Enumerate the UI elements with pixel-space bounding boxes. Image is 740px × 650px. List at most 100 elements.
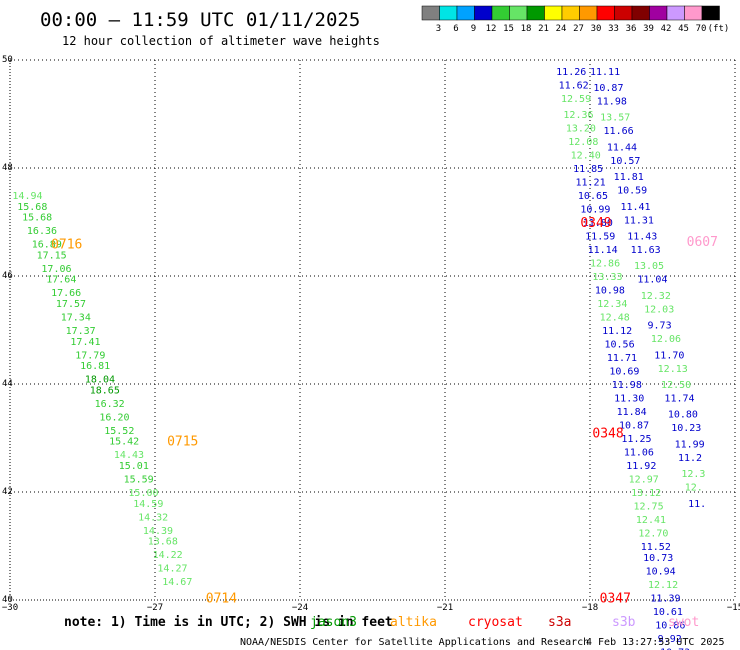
swh-value-label: 11.31 (624, 215, 654, 226)
footer-note: note: 1) Time is in UTC; 2) SWH is in fe… (64, 615, 393, 630)
swh-value-label: 12.86 (590, 259, 620, 270)
swh-value-label: 11.04 (637, 275, 667, 286)
swh-value-label: 12.50 (661, 380, 691, 391)
swh-value-label: 12.08 (568, 137, 598, 148)
swh-value-label: 17.66 (51, 288, 81, 299)
swh-value-label: 12.59 (561, 94, 591, 105)
swh-value-label: 11.52 (641, 542, 671, 553)
swh-value-label: 11.71 (607, 353, 637, 364)
swh-value-label: 11.12 (602, 326, 632, 337)
x-tick-label: −24 (292, 603, 308, 613)
colorbar-swatch (544, 5, 563, 21)
swh-value-label: 11.11 (590, 67, 620, 78)
pass-time-label: 0347 (600, 591, 631, 606)
colorbar: 3 6 9 12 15 18 21 24 27 30 33 36 39 42 45 70 (ft) (421, 5, 730, 34)
swh-value-label: 10.23 (671, 423, 701, 434)
swh-value-label: 11.26 (556, 67, 586, 78)
swh-value-label: 10.65 (578, 191, 608, 202)
swh-value-label: 10.86 (655, 620, 685, 631)
swh-value-label: 11.74 (664, 394, 694, 405)
colorbar-label: 9 (471, 24, 476, 34)
swh-value-label: 11.63 (631, 245, 661, 256)
swh-value-label: 17.37 (66, 326, 96, 337)
swh-value-label: 12.13 (658, 364, 688, 375)
swh-value-label: 15.59 (124, 475, 154, 486)
swh-value-label: 12.41 (636, 515, 666, 526)
data-marks: 14.9415.6815.6816.3616.8917.1517.0617.64… (12, 67, 718, 650)
colorbar-label: 3 (436, 24, 441, 34)
swh-value-label: 11.43 (627, 232, 657, 243)
swh-value-label: 17.41 (70, 337, 100, 348)
swh-value-label: 12. (685, 483, 703, 494)
colorbar-label: 18 (521, 24, 532, 34)
x-tick-label: −15 (727, 603, 740, 613)
swh-value-label: 10.99 (580, 205, 610, 216)
colorbar-swatch (596, 5, 615, 21)
colorbar-swatch (526, 5, 545, 21)
swh-value-label: 10.56 (605, 340, 635, 351)
colorbar-swatch (631, 5, 650, 21)
y-tick-label: 48 (2, 163, 13, 173)
swh-value-label: 11.99 (675, 439, 705, 450)
swh-value-label: 11.44 (607, 142, 637, 153)
colorbar-label: (ft) (708, 24, 730, 34)
chart-title: 00:00 — 11:59 UTC 01/11/2025 (40, 9, 360, 31)
x-tick-label: −18 (582, 603, 598, 613)
pass-time-label: 0349 (580, 216, 611, 231)
pass-time-label: 0714 (206, 591, 237, 606)
y-tick-label: 42 (2, 487, 13, 497)
swh-value-label: 11.06 (624, 448, 654, 459)
x-tick-label: −27 (147, 603, 163, 613)
colorbar-swatch (701, 5, 720, 21)
swh-value-label: 9.92 (658, 634, 682, 645)
swh-value-label: 11.14 (588, 245, 618, 256)
swh-value-label: 12.12 (648, 580, 678, 591)
colorbar-label: 21 (538, 24, 549, 34)
swh-value-label: 11.30 (614, 394, 644, 405)
swh-value-label: 11.21 (576, 178, 606, 189)
swh-value-label: 14.94 (12, 191, 42, 202)
swh-value-label: 14.39 (143, 526, 173, 537)
colorbar-swatch (561, 5, 580, 21)
swh-value-label: 17.34 (61, 313, 91, 324)
satellite-name-cryosat: cryosat (468, 615, 523, 630)
colorbar-swatch (509, 5, 528, 21)
swh-value-label: 11.81 (614, 172, 644, 183)
colorbar-swatch (666, 5, 685, 21)
colorbar-label: 70 (696, 24, 707, 34)
swh-value-label: 15.01 (119, 461, 149, 472)
pass-time-label: 0348 (592, 427, 623, 442)
swh-value-label: 14.27 (157, 564, 187, 575)
swh-value-label: 11.80 (583, 218, 613, 229)
swh-value-label: 9.73 (648, 321, 672, 332)
x-tick-label: −30 (2, 603, 18, 613)
swh-value-label: 12.36 (563, 110, 593, 121)
colorbar-label: 12 (486, 24, 497, 34)
pass-time-label: 0715 (167, 435, 198, 450)
swh-value-label: 11.2 (678, 453, 702, 464)
y-tick-label: 44 (2, 379, 13, 389)
swh-value-label: 16.89 (32, 240, 62, 251)
swh-value-label: 12.75 (634, 502, 664, 513)
swh-value-label: 17.15 (37, 250, 67, 261)
swh-value-label: 11.92 (626, 461, 656, 472)
plot-grid (9, 59, 736, 601)
pass-time-label: 0607 (687, 235, 718, 250)
y-tick-label: 50 (2, 55, 13, 65)
swh-value-label: 10.80 (668, 410, 698, 421)
swh-value-label: 11. (688, 499, 706, 510)
x-tick-label: −21 (437, 603, 453, 613)
chart-subtitle: 12 hour collection of altimeter wave hei… (62, 34, 380, 48)
colorbar-swatch (491, 5, 510, 21)
swh-value-label: 17.64 (46, 275, 76, 286)
y-tick-label: 40 (2, 595, 13, 605)
swh-value-label: 11.98 (597, 97, 627, 108)
swh-value-label: 16.20 (99, 412, 129, 423)
swh-value-label: 12.3 (681, 469, 705, 480)
swh-value-label: 14.67 (162, 577, 192, 588)
satellite-name-altika: altika (390, 615, 437, 630)
swh-value-label: 17.57 (56, 299, 86, 310)
satellite-name-swot: swot (668, 615, 699, 630)
swh-value-label: 10.73 (643, 553, 673, 564)
